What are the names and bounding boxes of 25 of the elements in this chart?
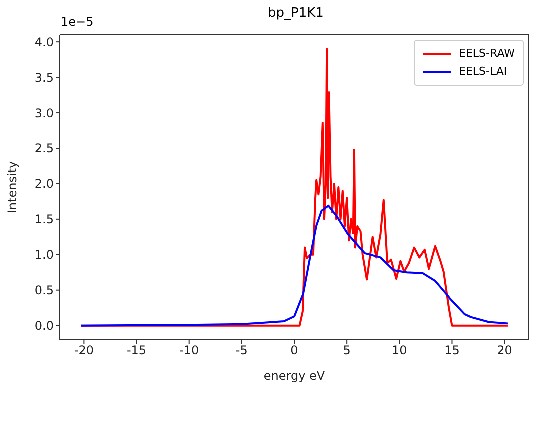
y-tick-label: 1.0 [34, 248, 54, 262]
y-tick-label: 3.0 [34, 106, 54, 120]
y-tick-label: 0.5 [34, 284, 54, 298]
y-tick-label: 3.5 [34, 70, 54, 85]
legend-label: EELS-LAI [459, 64, 508, 80]
x-tick-label: 15 [444, 344, 460, 358]
x-tick-label: -5 [236, 344, 248, 358]
legend-label: EELS-RAW [459, 46, 515, 62]
x-tick-label: -10 [180, 344, 200, 358]
y-tick-label: 0.0 [34, 319, 54, 334]
line-series [80, 204, 509, 327]
x-tick-label: -15 [126, 344, 147, 358]
x-axis-title: energy eV [264, 369, 326, 383]
y-tick-label: 2.0 [34, 177, 54, 192]
y-tick-label: 4.0 [34, 35, 54, 50]
x-tick-label: 0 [290, 344, 298, 358]
x-tick-label: 20 [497, 344, 512, 358]
x-tick-label: -20 [74, 344, 94, 358]
chart-title: bp_P1K1 [268, 6, 324, 21]
y-axis-title: Intensity [5, 161, 20, 214]
text: 1e−5 [61, 15, 94, 29]
y-tick-label: 1.5 [34, 212, 54, 227]
x-tick-label: 10 [392, 344, 408, 358]
x-tick-label: 5 [343, 344, 351, 358]
y-tick-label: 2.5 [34, 142, 54, 156]
